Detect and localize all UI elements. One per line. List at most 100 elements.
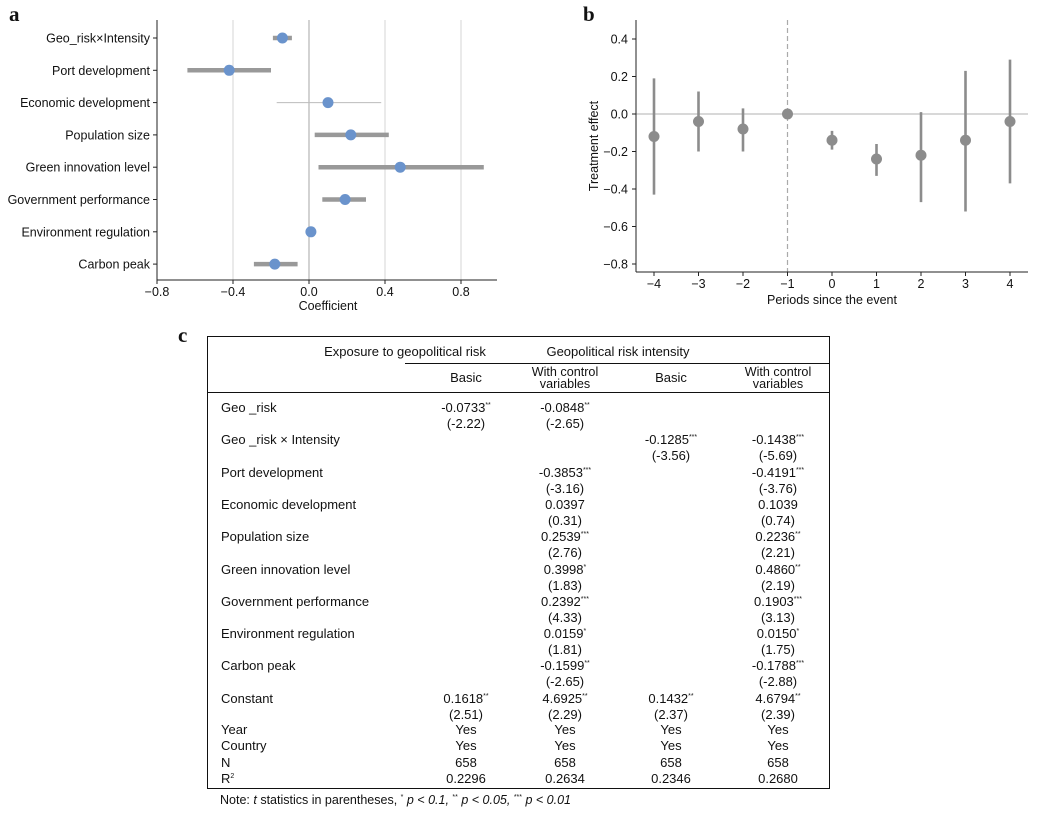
row-label: Constant <box>221 690 274 706</box>
x-tick-label: 0.0 <box>300 285 317 299</box>
t-statistic-cell: (2.29) <box>548 706 582 722</box>
significance-stars: * <box>796 628 800 636</box>
row-label-text: N <box>221 754 231 770</box>
column-header: variables <box>539 377 591 391</box>
significance-stars: ** <box>584 660 590 668</box>
estimate-point <box>1004 116 1016 127</box>
estimate-point <box>915 149 927 161</box>
coefficient-cell: 0.0159* <box>505 626 625 641</box>
stat-cell: 0.2634 <box>545 770 585 786</box>
t-statistic-cell: (2.37) <box>654 706 688 722</box>
stat-cell: 658 <box>455 754 477 770</box>
coefficient-cell: 0.1039 <box>718 497 838 512</box>
note-p2: p < 0.05, <box>457 793 514 807</box>
row-label: Government performance <box>221 593 370 609</box>
y-tick-label: 0.4 <box>611 33 628 47</box>
coefficient-cell: 0.1432** <box>611 691 731 706</box>
t-statistic-cell: (-5.69) <box>758 448 798 464</box>
row-label: Carbon peak <box>221 658 296 674</box>
coefficient-cell: 0.1903*** <box>718 594 838 609</box>
coefficient-value: 0.1903 <box>754 593 794 609</box>
stat-cell: 658 <box>554 754 576 770</box>
coefficient-value: 0.1432 <box>648 690 689 706</box>
t-statistic-cell: (-3.56) <box>651 448 691 464</box>
stat-cell: 658 <box>767 754 789 770</box>
estimate-point <box>960 134 971 146</box>
x-tick-label: 0.8 <box>452 285 469 299</box>
y-tick-label: −0.2 <box>603 145 628 159</box>
group-header-intensity: Geopolitical risk intensity <box>546 344 690 359</box>
stat-cell: Yes <box>554 738 576 754</box>
coef-point <box>339 194 351 205</box>
coefficient-value: -0.4191 <box>751 464 796 480</box>
note-p3: p < 0.01 <box>522 793 571 807</box>
t-statistic-cell: (-2.65) <box>545 416 585 431</box>
stat-cell: 0.2296 <box>446 770 486 786</box>
stat-cell: Yes <box>455 722 477 737</box>
t-statistic-cell: (-3.16) <box>545 480 585 496</box>
coefficient-value: -0.1599 <box>540 658 585 674</box>
coefficient-plot: −0.8 −0.4 0.0 0.4 0.8 Coefficient Geo_risk×Int… <box>8 20 497 313</box>
coef-point <box>305 226 317 238</box>
coefficient-cell: 0.2236** <box>718 529 838 544</box>
note-sig1: * <box>400 794 404 801</box>
coefficient-value: 0.1618 <box>443 690 484 706</box>
x-tick-label: −1 <box>780 277 794 291</box>
estimate-point <box>782 108 793 120</box>
table-note: Note: t statistics in parentheses, * p <… <box>220 793 571 807</box>
x-tick-label: 3 <box>962 277 969 291</box>
coef-point <box>322 97 334 109</box>
significance-stars: ** <box>688 692 694 700</box>
t-statistic-cell: (2.39) <box>761 706 795 722</box>
y-tick-label: Government performance <box>8 193 150 207</box>
y-tick-label: Population size <box>65 128 150 142</box>
estimate-point <box>648 131 660 142</box>
significance-stars: ** <box>485 402 491 409</box>
y-tick-label: Economic development <box>20 96 150 110</box>
stat-cell: Yes <box>660 738 682 754</box>
note-mid: statistics in parentheses, <box>256 793 401 807</box>
t-statistic-cell: (0.31) <box>548 512 582 528</box>
x-tick-label: −2 <box>736 277 750 291</box>
coefficient-cell: 0.0397 <box>505 497 625 512</box>
coefficient-cell: 0.2539*** <box>505 529 625 544</box>
estimate-point <box>826 134 838 146</box>
row-label-text: Year <box>221 722 248 737</box>
row-label-superscript: 2 <box>230 772 235 780</box>
coefficient-cell: -0.0848** <box>505 400 625 415</box>
significance-stars: *** <box>582 466 592 474</box>
header-rule <box>208 392 829 393</box>
event-study-plot: 0.4 0.2 0.0 −0.2 −0.4 −0.6 −0.8 −4 −3 −2 −1 0 1 2 3 4 Pe… <box>587 20 1028 307</box>
significance-stars: ** <box>483 692 489 700</box>
column-header: variables <box>752 377 804 391</box>
note-t: t <box>253 793 257 807</box>
x-tick-label: −0.4 <box>221 285 246 299</box>
t-statistic-cell: (1.83) <box>548 577 582 593</box>
x-tick-label: −4 <box>647 277 661 291</box>
significance-stars: *** <box>580 595 589 603</box>
y-tick-label: Green innovation level <box>26 161 150 175</box>
coefficient-value: 4.6794 <box>755 690 796 706</box>
row-label: Year <box>221 722 247 737</box>
coefficient-cell: -0.4191*** <box>718 465 838 480</box>
coefficient-cell: 0.1618** <box>406 691 526 706</box>
column-header: Basic <box>450 370 482 385</box>
group-rule-exposure <box>405 363 618 364</box>
row-label: R2 <box>221 771 234 786</box>
y-tick-label: −0.6 <box>603 220 628 234</box>
significance-stars: ** <box>582 692 588 700</box>
significance-stars: ** <box>795 563 801 571</box>
y-tick-label: Port development <box>52 64 151 78</box>
t-statistic-cell: (2.51) <box>449 706 483 722</box>
x-tick-label: 0 <box>829 277 836 291</box>
coefficient-value: 0.0397 <box>545 496 585 512</box>
coefficient-value: 0.4860 <box>755 561 796 577</box>
coefficient-cell: -0.1788*** <box>718 658 838 673</box>
t-statistic-cell: (2.76) <box>548 545 582 561</box>
y-tick-label: Geo_risk×Intensity <box>46 32 151 46</box>
estimate-point <box>737 123 749 135</box>
row-label: Green innovation level <box>221 561 351 577</box>
x-tick-label: 0.4 <box>376 285 393 299</box>
row-label: N <box>221 755 230 770</box>
coefficient-cell: -0.3853*** <box>505 465 625 480</box>
